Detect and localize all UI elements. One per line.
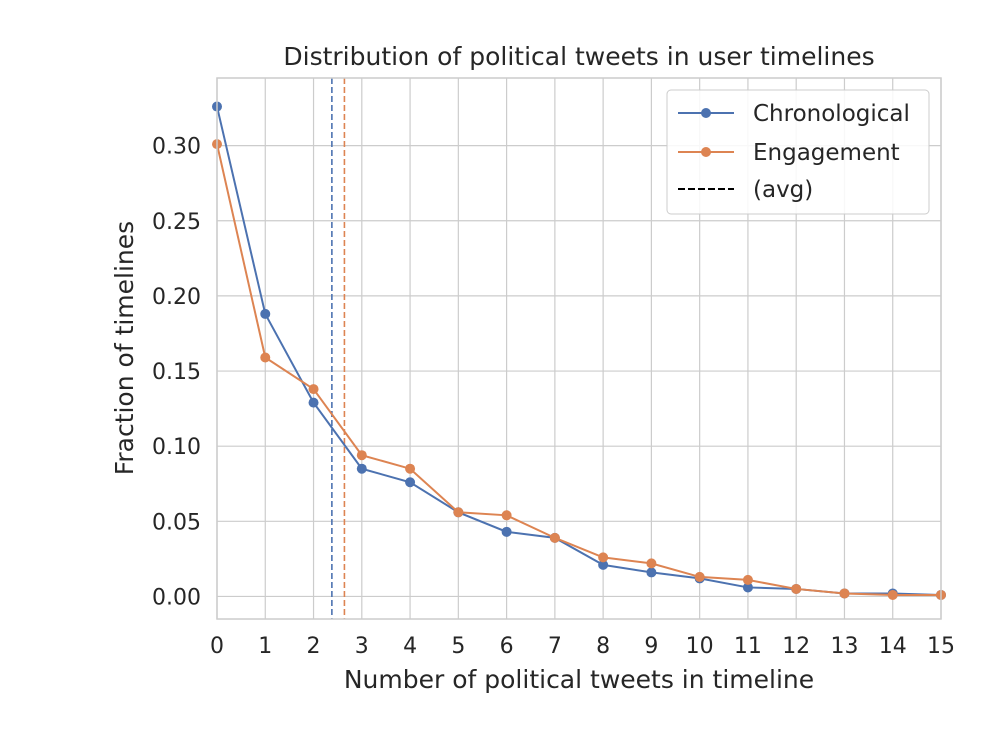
chronological-point xyxy=(405,477,416,488)
y-tick-label: 0.10 xyxy=(152,435,201,460)
engagement-point xyxy=(260,352,271,363)
x-tick-label: 14 xyxy=(879,634,907,659)
y-tick-label: 0.30 xyxy=(152,135,201,160)
legend-chronological-marker xyxy=(701,108,711,118)
y-tick-label: 0.00 xyxy=(152,585,201,610)
engagement-point xyxy=(839,588,850,599)
engagement-point xyxy=(646,558,657,569)
chronological-point xyxy=(598,559,609,570)
engagement-point xyxy=(308,384,319,395)
engagement-point xyxy=(694,571,705,582)
x-tick-label: 13 xyxy=(830,634,858,659)
x-tick-labels: 0 1 2 3 4 5 6 7 8 9 10 11 12 13 14 15 xyxy=(210,634,955,659)
y-tick-label: 0.20 xyxy=(152,285,201,310)
x-tick-label: 4 xyxy=(403,634,417,659)
chart-title: Distribution of political tweets in user… xyxy=(283,42,874,71)
legend-engagement-label: Engagement xyxy=(753,140,900,166)
engagement-point xyxy=(453,507,464,518)
x-tick-label: 7 xyxy=(548,634,562,659)
y-tick-label: 0.25 xyxy=(152,210,201,235)
x-tick-label: 8 xyxy=(596,634,610,659)
engagement-point xyxy=(405,463,416,474)
chronological-point xyxy=(501,526,512,537)
legend-engagement-marker xyxy=(701,147,711,157)
x-tick-label: 10 xyxy=(686,634,714,659)
x-tick-label: 6 xyxy=(500,634,514,659)
average-lines xyxy=(331,78,346,619)
y-tick-label: 0.05 xyxy=(152,510,201,535)
legend-average-label: (avg) xyxy=(753,177,813,203)
x-tick-label: 0 xyxy=(210,634,224,659)
legend: Chronological Engagement (avg) xyxy=(666,89,930,215)
series-layer xyxy=(212,101,946,600)
legend-box xyxy=(666,89,930,215)
engagement-point xyxy=(887,589,898,600)
x-tick-label: 9 xyxy=(644,634,658,659)
engagement-point xyxy=(356,450,367,461)
x-tick-label: 5 xyxy=(451,634,465,659)
y-tick-labels: 0.00 0.05 0.10 0.15 0.20 0.25 0.30 xyxy=(152,135,201,611)
x-tick-label: 11 xyxy=(734,634,762,659)
x-tick-label: 3 xyxy=(355,634,369,659)
engagement-point xyxy=(549,532,560,543)
y-tick-label: 0.15 xyxy=(152,360,201,385)
engagement-point xyxy=(742,574,753,585)
chronological-point xyxy=(356,463,367,474)
engagement-point xyxy=(501,510,512,521)
chronological-point xyxy=(308,397,319,408)
x-tick-label: 2 xyxy=(307,634,321,659)
x-tick-label: 12 xyxy=(782,634,810,659)
chronological-point xyxy=(742,582,753,593)
x-axis-label: Number of political tweets in timeline xyxy=(344,665,814,694)
grid xyxy=(216,78,942,619)
x-tick-label: 1 xyxy=(258,634,272,659)
engagement-line xyxy=(216,143,941,596)
y-axis-label: Fraction of timelines xyxy=(110,221,139,475)
legend-chronological-label: Chronological xyxy=(753,101,910,127)
plot-frame xyxy=(216,77,942,620)
x-tick-label: 15 xyxy=(927,634,955,659)
engagement-point xyxy=(791,583,802,594)
chronological-point xyxy=(646,567,657,578)
engagement-series xyxy=(212,139,946,600)
engagement-point xyxy=(598,552,609,563)
chronological-point xyxy=(260,308,271,319)
